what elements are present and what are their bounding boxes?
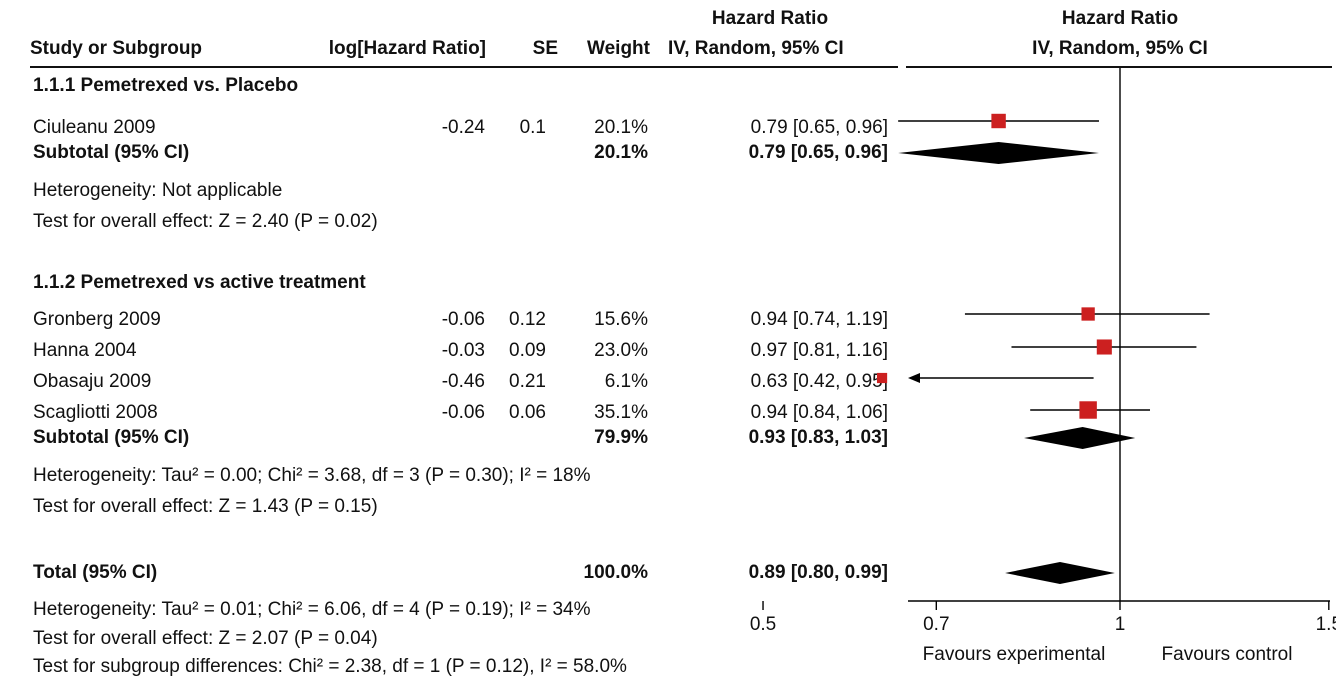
weight-obasaju: 6.1% bbox=[604, 371, 648, 392]
heterogeneity-2: Heterogeneity: Tau² = 0.00; Chi² = 3.68,… bbox=[33, 465, 591, 486]
diamond-subtotal-1 bbox=[898, 142, 1099, 164]
header-rule-table bbox=[30, 66, 898, 68]
subgroup-differences: Test for subgroup differences: Chi² = 2.… bbox=[33, 656, 627, 677]
marker-obasaju bbox=[876, 372, 888, 384]
favours-control-label: Favours control bbox=[1162, 644, 1293, 665]
ci-hanna: 0.97 [0.81, 1.16] bbox=[750, 340, 888, 361]
group-heading-placebo: 1.1.1 Pemetrexed vs. Placebo bbox=[33, 75, 299, 96]
loghr-hanna: -0.03 bbox=[441, 340, 485, 361]
study-name-scagliotti: Scagliotti 2008 bbox=[33, 402, 158, 423]
overall-effect-1: Test for overall effect: Z = 2.40 (P = 0… bbox=[33, 211, 378, 232]
heterogeneity-total: Heterogeneity: Tau² = 0.01; Chi² = 6.06,… bbox=[33, 599, 591, 620]
ci-ciuleanu: 0.79 [0.65, 0.96] bbox=[750, 117, 888, 138]
weight-column-header: Weight bbox=[587, 38, 650, 59]
subtotal-weight-1: 20.1% bbox=[594, 142, 648, 163]
tick-label-0-5: 0.5 bbox=[750, 614, 776, 635]
tick-label-1: 1 bbox=[1115, 614, 1126, 635]
study-name-hanna: Hanna 2004 bbox=[33, 340, 137, 361]
total-label: Total (95% CI) bbox=[33, 562, 158, 583]
loghr-scagliotti: -0.06 bbox=[441, 402, 485, 423]
hr-header-top: Hazard Ratio bbox=[711, 8, 829, 29]
overall-effect-2: Test for overall effect: Z = 1.43 (P = 0… bbox=[33, 496, 378, 517]
se-column-header: SE bbox=[532, 38, 558, 59]
study-name-ciuleanu: Ciuleanu 2009 bbox=[33, 117, 156, 138]
weight-ciuleanu: 20.1% bbox=[594, 117, 648, 138]
marker-scagliotti bbox=[1079, 401, 1097, 419]
weight-hanna: 23.0% bbox=[594, 340, 648, 361]
weight-scagliotti: 35.1% bbox=[594, 402, 648, 423]
loghr-obasaju: -0.46 bbox=[441, 371, 485, 392]
diamond-total bbox=[1005, 562, 1115, 584]
ci-scagliotti: 0.94 [0.84, 1.06] bbox=[750, 402, 888, 423]
se-hanna: 0.09 bbox=[509, 340, 546, 361]
marker-hanna bbox=[1096, 339, 1112, 355]
se-gronberg: 0.12 bbox=[509, 309, 546, 330]
loghr-gronberg: -0.06 bbox=[441, 309, 485, 330]
subtotal-ci-2: 0.93 [0.83, 1.03] bbox=[748, 427, 888, 448]
subtotal-label-1: Subtotal (95% CI) bbox=[33, 142, 190, 163]
study-name-obasaju: Obasaju 2009 bbox=[33, 371, 152, 392]
study-column-header: Study or Subgroup bbox=[30, 38, 203, 59]
plot-method-header: IV, Random, 95% CI bbox=[1032, 38, 1208, 59]
tick-label-0-7: 0.7 bbox=[923, 614, 949, 635]
method-column-header: IV, Random, 95% CI bbox=[668, 38, 844, 59]
header-rule-plot bbox=[906, 66, 1332, 68]
tick-label-1-5: 1.5 bbox=[1316, 614, 1336, 635]
se-ciuleanu: 0.1 bbox=[519, 117, 546, 138]
subtotal-ci-1: 0.79 [0.65, 0.96] bbox=[748, 142, 888, 163]
se-scagliotti: 0.06 bbox=[509, 402, 546, 423]
loghr-ciuleanu: -0.24 bbox=[441, 117, 485, 138]
diamond-subtotal-2 bbox=[1024, 427, 1136, 449]
weight-gronberg: 15.6% bbox=[594, 309, 648, 330]
loghr-column-header: log[Hazard Ratio] bbox=[328, 38, 486, 59]
total-ci: 0.89 [0.80, 0.99] bbox=[748, 562, 888, 583]
subtotal-weight-2: 79.9% bbox=[594, 427, 648, 448]
favours-experimental-label: Favours experimental bbox=[923, 644, 1106, 665]
study-name-gronberg: Gronberg 2009 bbox=[33, 309, 161, 330]
marker-ciuleanu bbox=[991, 113, 1006, 129]
total-weight: 100.0% bbox=[583, 562, 648, 583]
marker-gronberg bbox=[1081, 307, 1095, 321]
plot-header-top: Hazard Ratio bbox=[1061, 8, 1179, 29]
overall-effect-total: Test for overall effect: Z = 2.07 (P = 0… bbox=[33, 628, 378, 649]
se-obasaju: 0.21 bbox=[509, 371, 546, 392]
heterogeneity-1: Heterogeneity: Not applicable bbox=[33, 180, 283, 201]
ci-gronberg: 0.94 [0.74, 1.19] bbox=[750, 309, 888, 330]
subtotal-label-2: Subtotal (95% CI) bbox=[33, 427, 190, 448]
ci-obasaju: 0.63 [0.42, 0.95] bbox=[750, 371, 888, 392]
group-heading-active: 1.1.2 Pemetrexed vs active treatment bbox=[33, 272, 366, 293]
